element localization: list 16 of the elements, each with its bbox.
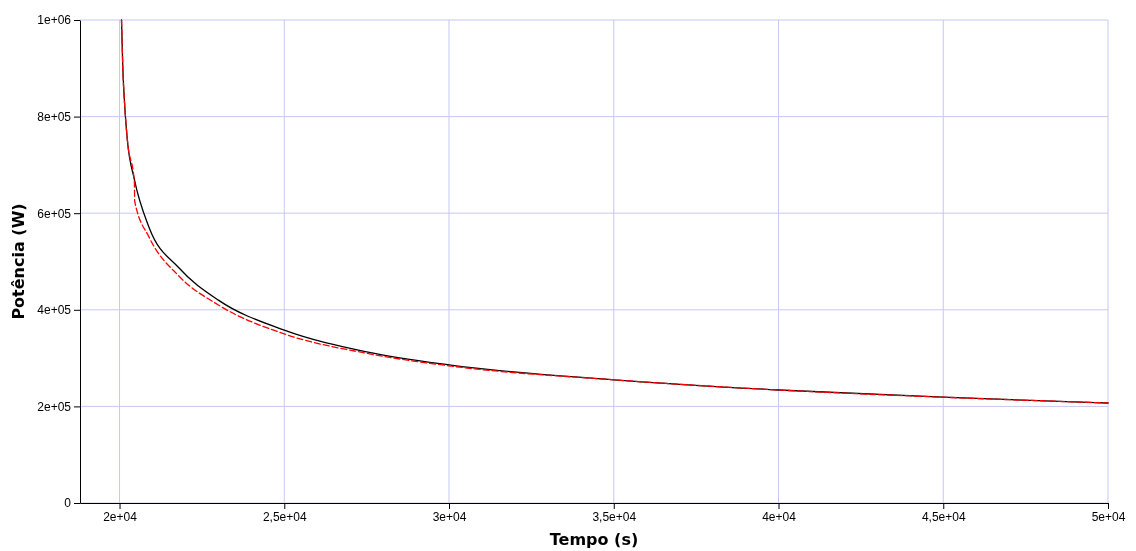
x-tick-label: 3e+04	[432, 509, 467, 524]
x-tick-label: 3,5e+04	[592, 509, 637, 524]
x-tick-label: 5e+04	[1091, 509, 1126, 524]
y-tick-label: 2e+05	[37, 399, 72, 414]
y-tick-label: 1e+06	[37, 13, 72, 28]
y-tick-label: 6e+05	[37, 206, 72, 221]
y-tick-label: 4e+05	[37, 303, 72, 318]
x-tick-label: 4e+04	[762, 509, 797, 524]
y-tick-label: 8e+05	[37, 109, 72, 124]
y-axis-title: Potência (W)	[9, 203, 28, 320]
x-tick-label: 4,5e+04	[921, 509, 966, 524]
line-series	[120, 19, 1109, 404]
x-tick-label: 2e+04	[103, 509, 138, 524]
y-tick-label: 0	[64, 496, 72, 511]
x-tick-label: 2,5e+04	[262, 509, 307, 524]
x-axis-title: Tempo (s)	[549, 530, 639, 549]
